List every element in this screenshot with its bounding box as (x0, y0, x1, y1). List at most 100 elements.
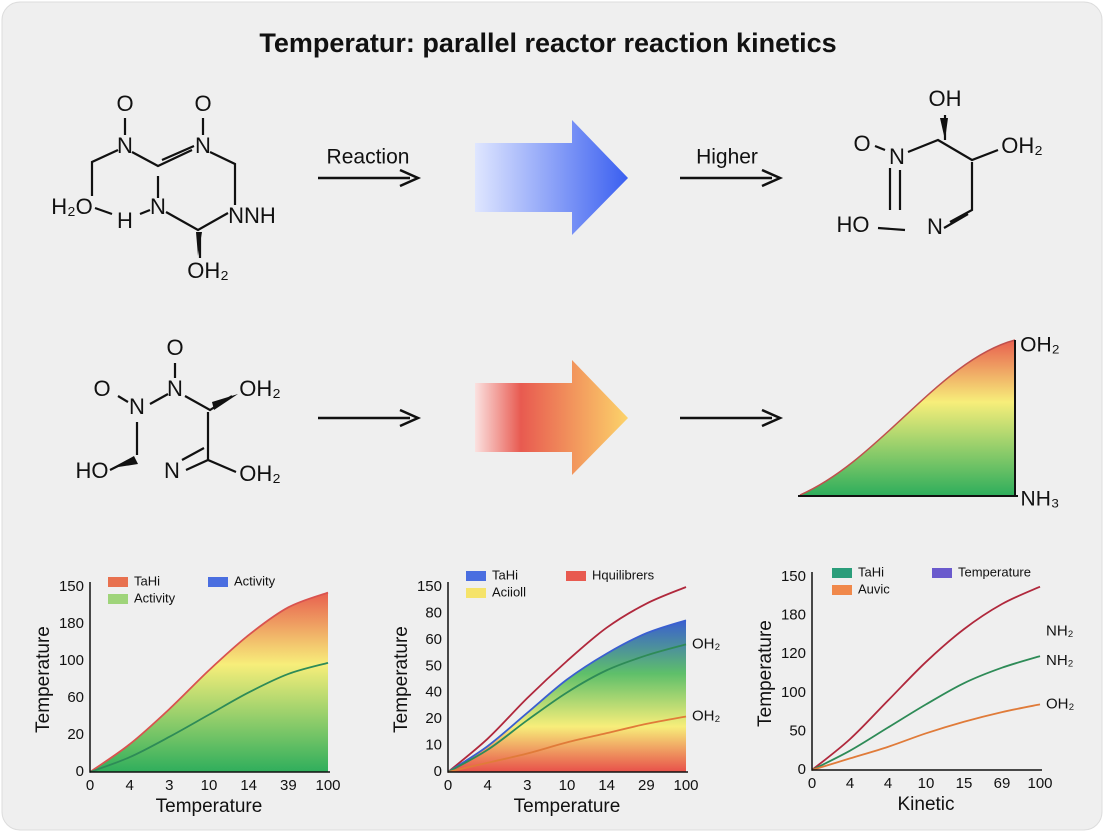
line-label: OH₂ (1046, 695, 1075, 712)
x-tick-label: 10 (559, 777, 576, 794)
line (447, 619, 687, 773)
atom-label: N (927, 214, 943, 239)
atom-label: H (117, 208, 133, 233)
arrows (318, 120, 1018, 497)
y-tick-label: 150 (59, 578, 84, 595)
y-tick-label: 0 (434, 763, 442, 780)
y-axis-label: Temperature (755, 620, 776, 727)
y-tick-label: 40 (425, 684, 442, 701)
legend-label: Aciioll (492, 584, 526, 599)
legend-swatch (208, 577, 228, 587)
legend-swatch (466, 588, 486, 598)
x-tick-label: 39 (280, 777, 297, 794)
atom-label: NNH (228, 203, 276, 228)
line (811, 655, 1041, 771)
x-tick-label: 0 (86, 777, 94, 794)
legend-label: TaHi (492, 567, 518, 582)
atom-label: N (129, 394, 145, 419)
atom-label: H₂O (51, 194, 93, 219)
bonds (90, 115, 999, 474)
y-axis-label: Temperature (33, 626, 54, 733)
x-tick-label: 4 (483, 777, 491, 794)
x-tick-label: 4 (884, 775, 892, 792)
axes (811, 572, 1042, 771)
atom-label: N (195, 133, 211, 158)
x-tick-label: 14 (240, 777, 257, 794)
y-tick-label: 60 (425, 631, 442, 648)
atom-label: OH (929, 86, 962, 111)
atom-label: OH₂ (239, 376, 281, 401)
legend-label: TaHi (858, 564, 884, 579)
line (89, 661, 329, 773)
legend-swatch (108, 577, 128, 587)
y-tick-label: 60 (67, 689, 84, 706)
legend-swatch (108, 594, 128, 604)
legend-swatch (832, 568, 852, 578)
area (90, 592, 328, 772)
atom-label: O (194, 91, 211, 116)
x-tick-label: 69 (994, 775, 1011, 792)
line (811, 703, 1041, 771)
y-tick-label: 50 (789, 722, 806, 739)
y-tick-label: 120 (781, 645, 806, 662)
title: Temperatur: parallel reactor reaction ki… (259, 28, 836, 58)
x-tick-label: 3 (165, 777, 173, 794)
y-tick-label: 150 (781, 568, 806, 585)
x-tick-label: 10 (201, 777, 218, 794)
x-tick-label: 0 (444, 777, 452, 794)
atom-label: OH₂ (1001, 133, 1043, 158)
atom-label: N (167, 376, 183, 401)
x-tick-label: 100 (673, 777, 698, 794)
line-label: NH₂ (1046, 623, 1074, 640)
y-tick-label: 180 (59, 615, 84, 632)
line-label: NH₂ (1046, 652, 1074, 669)
y-tick-label: 150 (417, 578, 442, 595)
atom-label: N (889, 144, 905, 169)
atom-label: OH₂ (239, 461, 281, 486)
y-tick-label: 20 (67, 726, 84, 743)
y-tick-label: 100 (59, 652, 84, 669)
atom-label: O (166, 335, 183, 360)
axes (89, 582, 330, 773)
x-axis-label: Temperature (514, 796, 621, 817)
line (811, 585, 1041, 771)
legend-label: Auvic (858, 581, 890, 596)
profile-label: OH₂ (1020, 334, 1060, 357)
x-axis-label: Kinetic (897, 794, 954, 815)
line (89, 591, 329, 773)
y-axis-label: Temperature (391, 626, 412, 733)
legend-label: TaHi (134, 573, 160, 588)
x-tick-label: 100 (315, 777, 340, 794)
x-tick-label: 29 (638, 777, 655, 794)
x-tick-label: 0 (808, 775, 816, 792)
profile-label: NH₃ (1021, 488, 1060, 511)
x-tick-label: 100 (1027, 775, 1052, 792)
atom-label: O (116, 91, 133, 116)
y-tick-label: 100 (781, 684, 806, 701)
line (447, 643, 687, 773)
x-tick-label: 3 (523, 777, 531, 794)
atom-label: O (93, 376, 110, 401)
atom-label: O (853, 131, 870, 156)
atom-label: OH₂ (187, 258, 229, 283)
x-tick-label: 15 (956, 775, 973, 792)
x-tick-label: 14 (598, 777, 615, 794)
y-tick-label: 20 (425, 710, 442, 727)
atom-label: HO (837, 212, 870, 237)
legend-label: Activity (234, 573, 276, 588)
legend-swatch (932, 568, 952, 578)
legend-swatch (832, 585, 852, 595)
y-tick-label: 10 (425, 737, 442, 754)
line (447, 715, 687, 773)
x-tick-label: 10 (918, 775, 935, 792)
area (448, 620, 686, 772)
y-tick-label: 0 (76, 763, 84, 780)
y-tick-label: 180 (781, 607, 806, 624)
legend-swatch (566, 571, 586, 581)
y-tick-label: 80 (425, 604, 442, 621)
atom-label: HO (76, 458, 109, 483)
line-label: OH₂ (692, 635, 721, 652)
legend-label: Temperature (958, 564, 1031, 579)
